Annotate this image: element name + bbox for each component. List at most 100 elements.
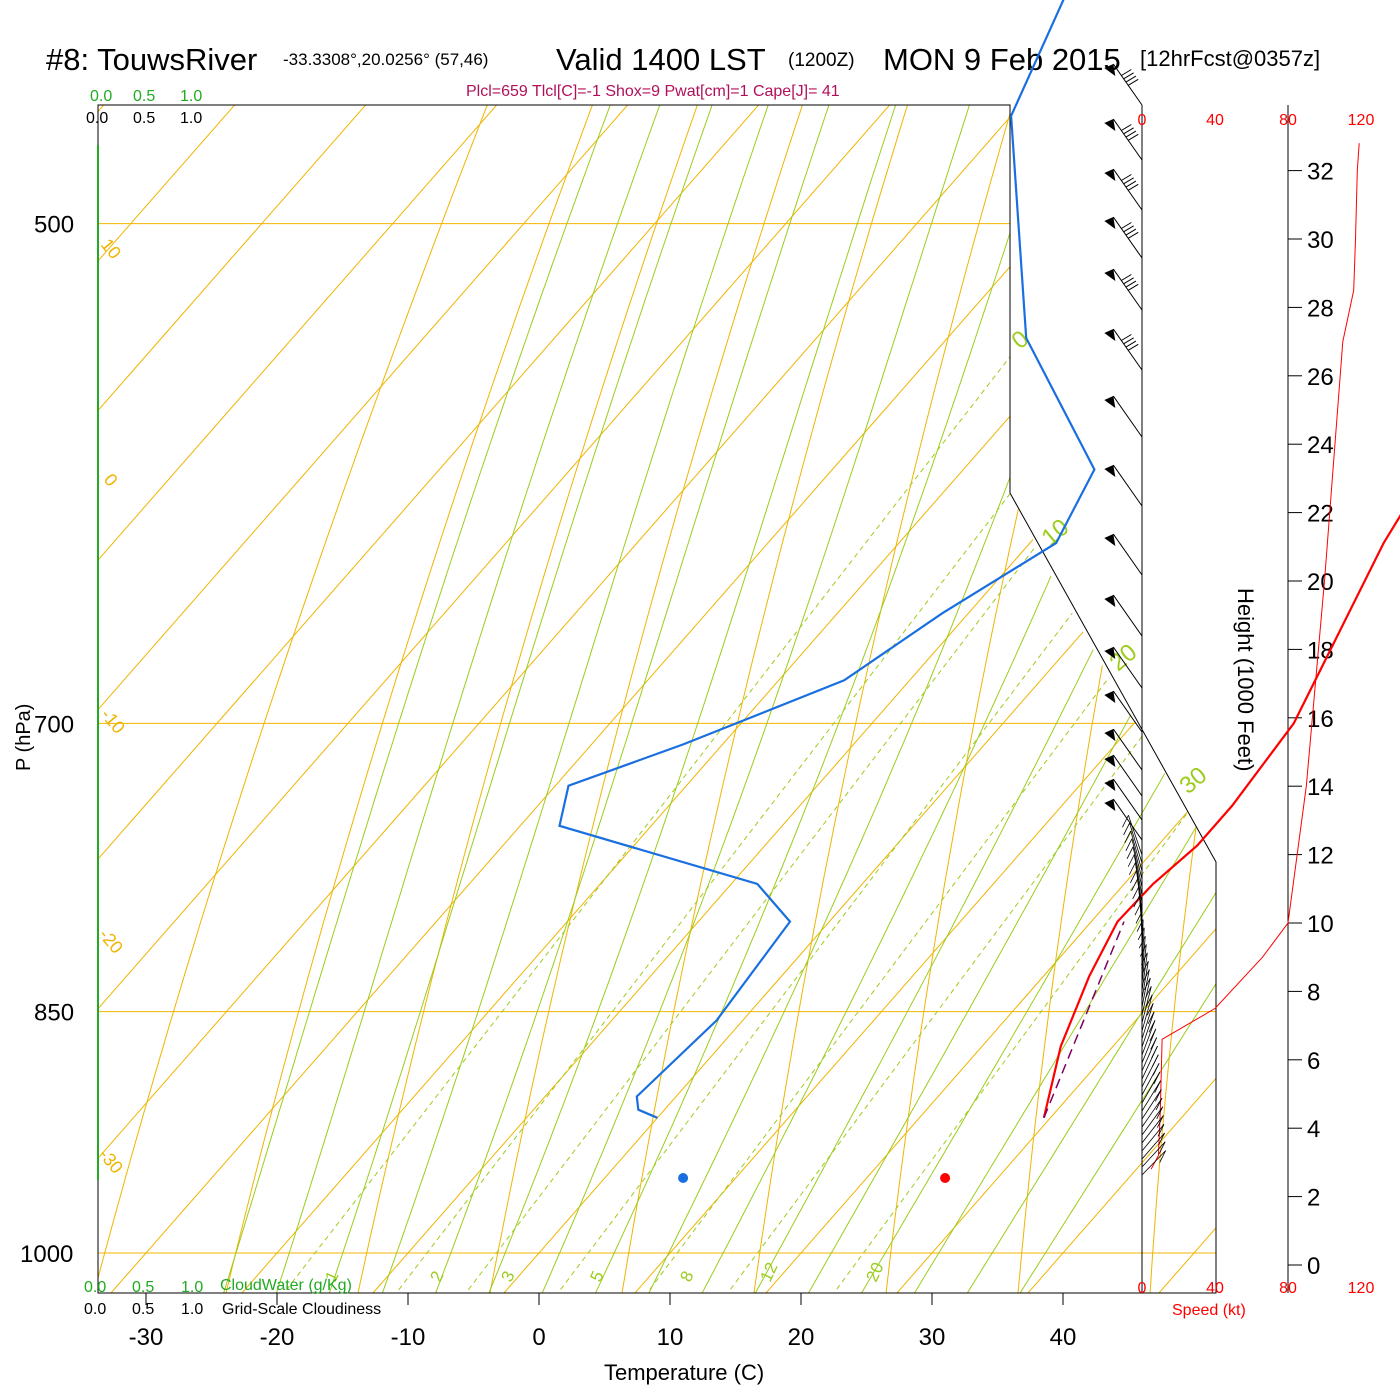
height-tick-label: 30	[1307, 227, 1334, 254]
moist-adiabat	[737, 105, 1216, 1293]
wind-barb-feather	[1125, 228, 1137, 236]
isotherm	[606, 105, 1216, 1293]
wind-barb-low	[1133, 854, 1143, 896]
wind-barb-low-feather	[1155, 1097, 1163, 1111]
wind-barb-low	[1141, 944, 1147, 984]
wind-barb	[1112, 395, 1143, 438]
cw-top-tick-2: 1.0	[180, 88, 202, 105]
wind-barb-flag	[1104, 647, 1116, 660]
wind-barb-low-feather	[1143, 977, 1151, 991]
dry-adiabat	[616, 105, 1216, 1293]
surface-dewpoint-marker	[678, 1173, 689, 1183]
isotherm	[98, 105, 1216, 1293]
speed-bottom-tick: 120	[1348, 1280, 1375, 1297]
wind-barb-low	[1141, 986, 1152, 1024]
cw-bottom-tick-2: 1.0	[181, 1279, 203, 1296]
wind-barb	[1112, 63, 1143, 106]
wind-barb-low	[1141, 1003, 1154, 1040]
wind-barb-low-feather	[1145, 994, 1153, 1007]
temperature-tick-label: -30	[129, 1324, 164, 1351]
mixing-ratio-line	[440, 105, 1216, 1293]
wind-barb-low-feather	[1130, 870, 1137, 883]
surface-temperature-marker	[940, 1173, 951, 1183]
wind-barb-low-feather	[1153, 1071, 1161, 1085]
isotherm	[98, 105, 1216, 1293]
dry-adiabat	[1147, 105, 1216, 1293]
wind-barb-low-feather	[1149, 1028, 1157, 1042]
wind-barb-flag	[1104, 465, 1116, 478]
station-title: #8: TouwsRiver	[46, 42, 258, 77]
dry-adiabat	[217, 105, 1123, 1293]
wind-barb-low-feather	[1157, 1124, 1165, 1137]
wind-barb-low-feather	[1140, 952, 1148, 965]
moist-adiabat	[527, 105, 1216, 1293]
wind-barb-feather	[1125, 180, 1137, 188]
wind-barb	[1112, 328, 1143, 371]
wind-barb-low	[1141, 936, 1146, 976]
wind-barb-feather	[1121, 222, 1132, 229]
cc-top-tick-0: 0.0	[86, 110, 108, 127]
dry-adiabat	[1281, 0, 1400, 1326]
wind-barb	[1112, 778, 1143, 821]
mixing-ratio-line	[370, 105, 1216, 1293]
mixing-ratio-label: 20	[862, 1260, 887, 1285]
speed-top-tick: 0	[1138, 112, 1147, 129]
wind-barb-low	[1141, 1097, 1163, 1128]
wind-barb-flag	[1104, 396, 1116, 409]
pressure-tick-label: 1000	[20, 1241, 73, 1268]
wind-barb-flag	[1104, 799, 1116, 812]
dry-adiabat	[350, 105, 1206, 1293]
wind-barb-feather	[1123, 127, 1134, 135]
dry-adiabat	[1014, 105, 1216, 1293]
height-tick-label: 24	[1307, 432, 1334, 459]
thermo-background	[98, 0, 1400, 1326]
wind-barb-low-feather	[1154, 1089, 1162, 1102]
isotherm	[1130, 105, 1216, 1293]
wind-barb-low-feather	[1151, 1045, 1158, 1059]
mixing-ratio-line	[703, 105, 1216, 1293]
wind-barb-low	[1141, 1141, 1166, 1168]
wind-barb-low-feather	[1134, 903, 1142, 916]
wind-barb-low-feather	[1131, 878, 1138, 892]
wind-barb-feather	[1127, 343, 1139, 351]
wind-barb-low-feather	[1154, 1080, 1161, 1093]
height-tick-label: 6	[1307, 1048, 1320, 1075]
wind-barb-low-feather	[1159, 1150, 1167, 1163]
wind-barb-low-feather	[1152, 1063, 1160, 1076]
wind-barb-low	[1131, 838, 1143, 880]
wind-barb-low-feather	[1142, 969, 1150, 982]
height-tick-label: 14	[1307, 774, 1334, 801]
mixing-ratio-label: 5	[586, 1268, 607, 1285]
height-tick-label: 2	[1307, 1185, 1320, 1212]
dry-adiabat	[483, 105, 1216, 1293]
wind-barb	[1112, 216, 1143, 259]
wind-barb-low	[1141, 927, 1145, 968]
wind-barb-low	[1141, 1115, 1164, 1144]
wind-barb-low-feather	[1150, 1037, 1158, 1050]
wind-barb-low-feather	[1127, 854, 1135, 867]
speed-bottom-tick: 80	[1279, 1280, 1297, 1297]
speed-bottom-tick: 0	[1138, 1280, 1147, 1297]
wind-barb-flag	[1104, 269, 1116, 282]
isotherm	[98, 105, 669, 1293]
wind-barb-low-feather	[1136, 919, 1144, 932]
wind-barbs	[1104, 63, 1167, 1176]
isotherm	[737, 105, 1216, 1293]
wind-barb-feather	[1123, 225, 1134, 233]
wind-barb-flag	[1104, 691, 1116, 704]
wind-barb-low-feather	[1122, 815, 1129, 828]
cw-top-tick-0: 0.0	[90, 88, 112, 105]
height-tick-label: 20	[1307, 569, 1334, 596]
temperature-tick-label: 0	[532, 1324, 545, 1351]
isotherm	[98, 105, 1216, 1293]
speed-top-tick: 40	[1206, 112, 1224, 129]
wind-barb-feather	[1121, 274, 1132, 281]
cw-bottom-tick-1: 0.5	[132, 1279, 154, 1296]
dry-adiabat-label: 0	[100, 470, 122, 491]
isotherm	[98, 105, 538, 1293]
isotherm	[98, 105, 1216, 1293]
wind-barb-low-feather	[1158, 1132, 1165, 1146]
moist-adiabat	[422, 105, 1216, 1293]
